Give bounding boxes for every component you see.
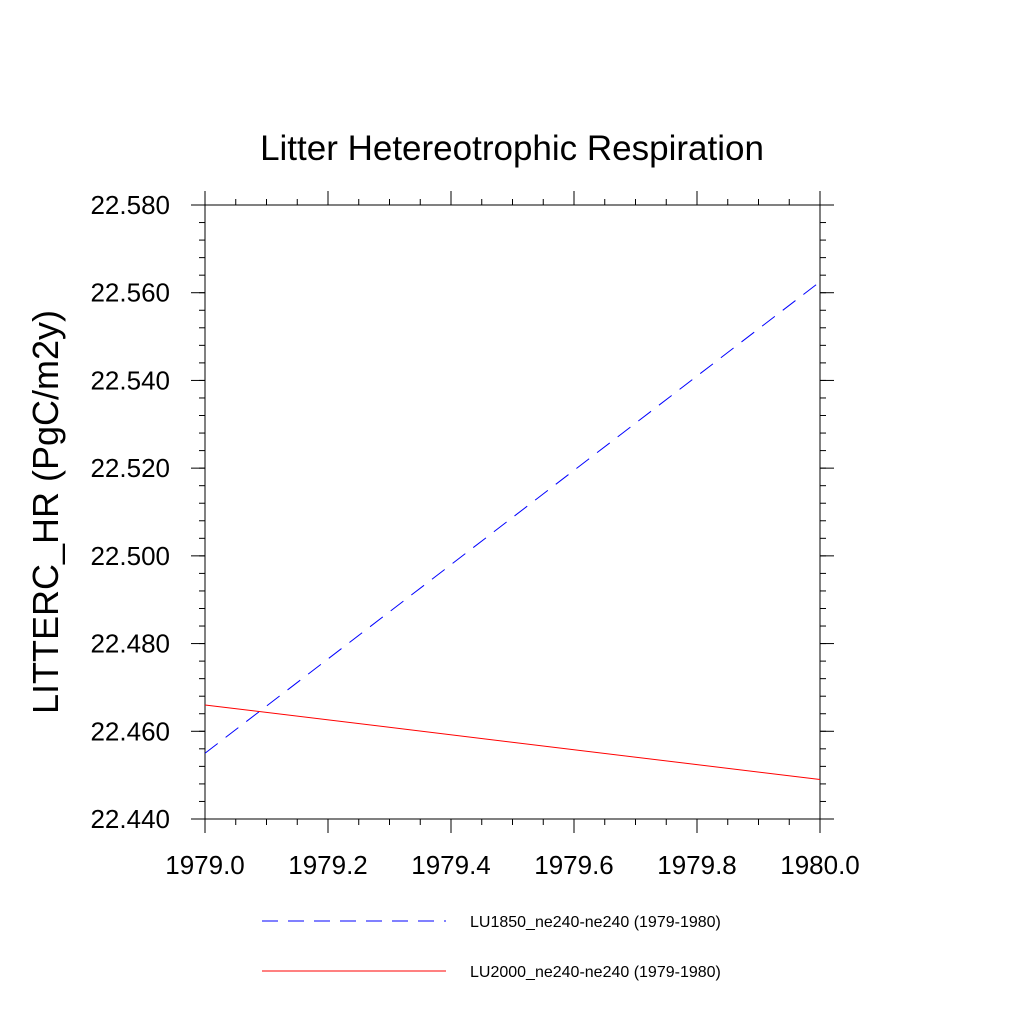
- x-tick-label: 1979.8: [657, 850, 737, 880]
- x-tick-label: 1979.6: [534, 850, 614, 880]
- y-tick-label: 22.580: [90, 190, 170, 220]
- x-tick-label: 1979.0: [165, 850, 245, 880]
- y-tick-label: 22.440: [90, 804, 170, 834]
- y-tick-label: 22.540: [90, 365, 170, 395]
- y-tick-label: 22.500: [90, 541, 170, 571]
- x-tick-label: 1980.0: [780, 850, 860, 880]
- legend-label-1: LU1850_ne240-ne240 (1979-1980): [470, 914, 721, 931]
- y-axis-label: LITTERC_HR (PgC/m2y): [25, 310, 66, 714]
- y-tick-label: 22.560: [90, 278, 170, 308]
- chart-title: Litter Hetereotrophic Respiration: [260, 129, 764, 168]
- series-line-1: [204, 281, 821, 754]
- x-tick-label: 1979.4: [411, 850, 491, 880]
- y-tick-label: 22.460: [90, 716, 170, 746]
- series-line-2: [204, 704, 821, 781]
- legend-label-2: LU2000_ne240-ne240 (1979-1980): [470, 964, 721, 981]
- plot-area: 1979.0 1979.2 1979.4 1979.6 1979.8 1980.0 22.4…: [90, 190, 859, 880]
- plot-frame: [204, 204, 821, 820]
- legend: LU1850_ne240-ne240 (1979-1980) LU2000_ne2…: [262, 914, 721, 981]
- x-tick-label: 1979.2: [288, 850, 368, 880]
- y-tick-label: 22.480: [90, 629, 170, 659]
- y-tick-label: 22.520: [90, 453, 170, 483]
